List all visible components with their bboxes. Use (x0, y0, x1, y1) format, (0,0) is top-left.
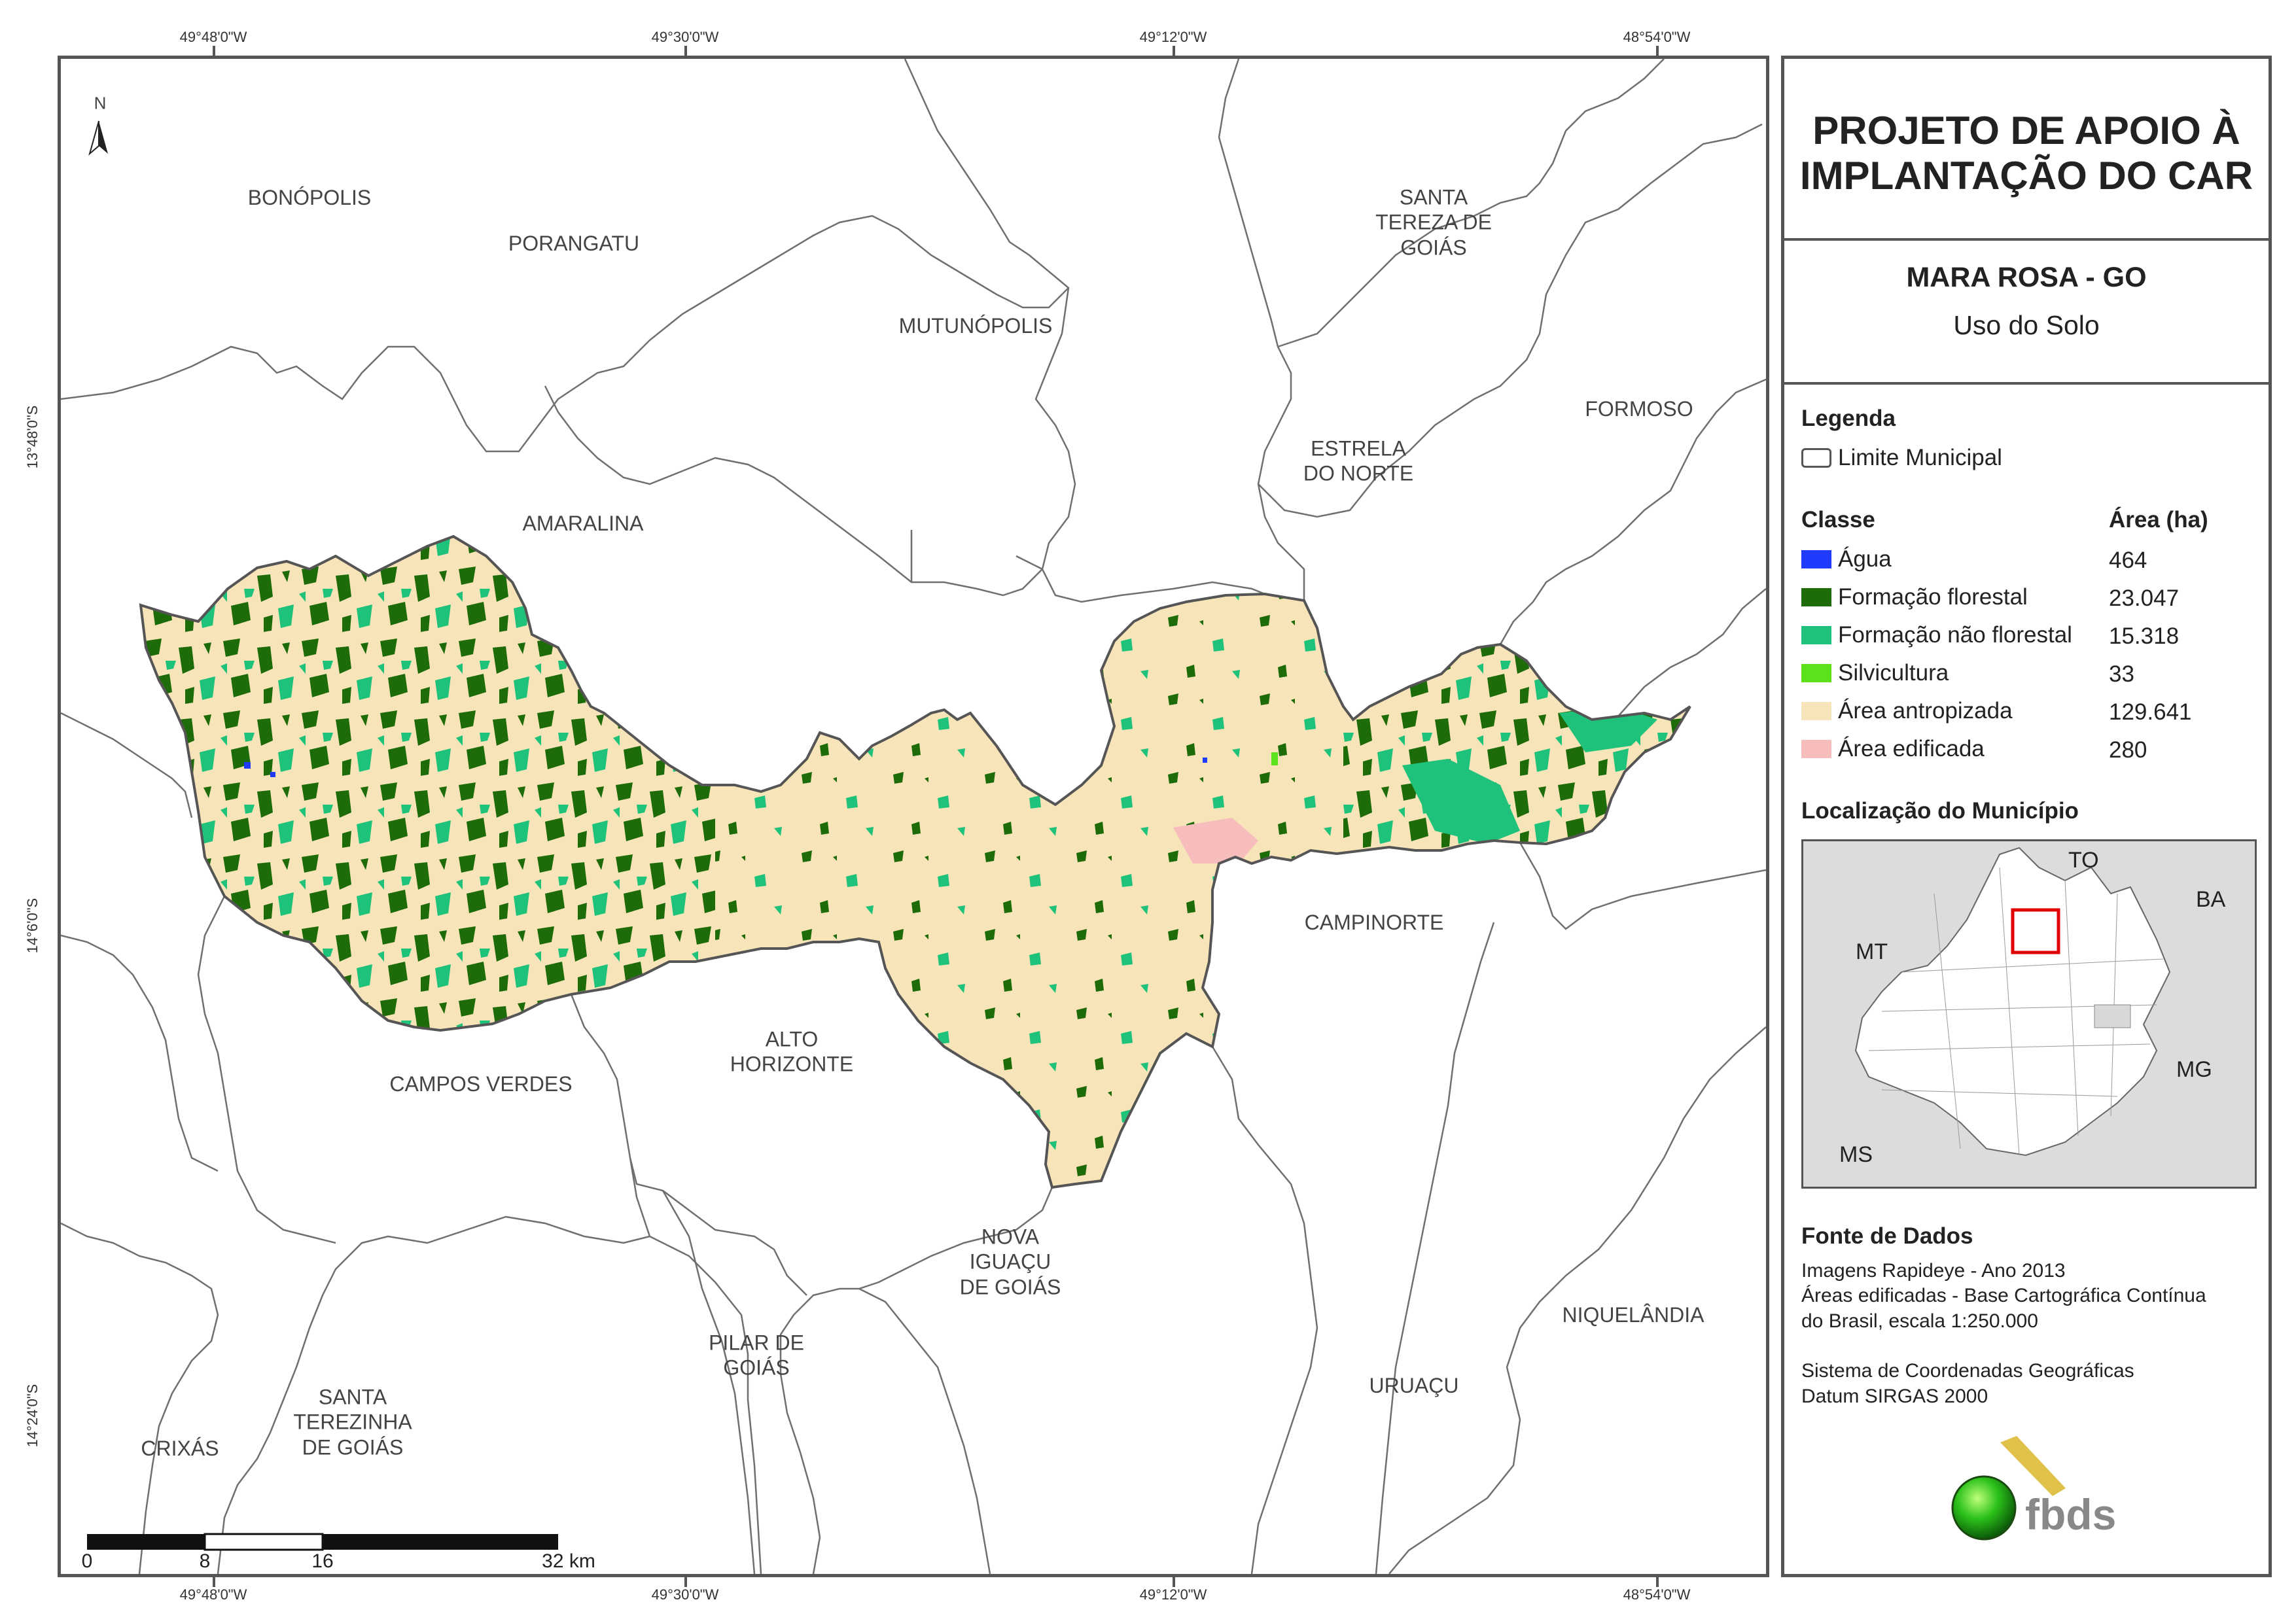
label-nova-iguacu: NOVA IGUAÇU DE GOIÁS (959, 1225, 1061, 1299)
boundary-swatch (1801, 448, 1831, 468)
label-niquelandia: NIQUELÂNDIA (1562, 1302, 1704, 1327)
map-subtitle: Uso do Solo (1953, 310, 2100, 340)
tick (1656, 46, 1659, 56)
label-porangatu: PORANGATU (508, 231, 640, 255)
class-swatch (1801, 740, 1831, 758)
label-estrela-do-norte: ESTRELA DO NORTE (1303, 436, 1414, 485)
logo-text: fbds (2025, 1490, 2117, 1539)
title-section: PROJETO DE APOIO À IMPLANTAÇÃO DO CAR (1784, 59, 2269, 241)
scale-label-8: 8 (199, 1550, 211, 1572)
inset-label-ba: BA (2196, 887, 2226, 912)
coord-top-4: 48°54'0"W (1623, 29, 1691, 45)
coord-top-1: 49°48'0"W (179, 29, 247, 45)
class-swatch (1801, 626, 1831, 644)
coord-left-2: 14°6'0"S (24, 898, 41, 954)
label-alto-horizonte: ALTO HORIZONTE (730, 1027, 854, 1076)
class-swatch (1801, 588, 1831, 606)
class-name: Silvicultura (1838, 660, 1949, 686)
scale-label-32: 32 km (542, 1550, 595, 1572)
project-title: PROJETO DE APOIO À IMPLANTAÇÃO DO CAR (1799, 109, 2253, 198)
class-area: 33 (2109, 661, 2134, 687)
legend-class-row: Silvicultura (1801, 660, 1949, 686)
scale-label-16: 16 (311, 1550, 334, 1572)
label-campinorte: CAMPINORTE (1304, 910, 1444, 934)
info-panel: PROJETO DE APOIO À IMPLANTAÇÃO DO CAR MA… (1781, 56, 2272, 1577)
coord-top-2: 49°30'0"W (651, 29, 719, 45)
coord-top-3: 49°12'0"W (1139, 29, 1207, 45)
coord-bottom-3: 49°12'0"W (1139, 1586, 1207, 1603)
class-name: Água (1838, 546, 1892, 572)
coord-bottom-1: 49°48'0"W (179, 1586, 247, 1603)
legend-heading: Legenda (1801, 406, 1896, 431)
tick (213, 46, 215, 56)
tick (1173, 46, 1175, 56)
label-formoso: FORMOSO (1585, 396, 1693, 421)
class-area: 23.047 (2109, 585, 2180, 611)
map-canvas (61, 59, 1766, 1574)
coord-left-1: 13°48'0"S (24, 405, 41, 469)
municipality-section: MARA ROSA - GO Uso do Solo (1784, 238, 2269, 385)
tick (684, 46, 687, 56)
area-heading: Área (ha) (2109, 507, 2208, 532)
tick (213, 1577, 215, 1587)
class-area: 464 (2109, 548, 2147, 573)
class-swatch (1801, 664, 1831, 682)
class-heading: Classe (1801, 507, 1875, 532)
scale-bar (87, 1533, 558, 1551)
label-campos-verdes: CAMPOS VERDES (389, 1072, 573, 1096)
label-santa-tereza: SANTA TEREZA DE GOIÁS (1375, 185, 1492, 260)
class-name: Área antropizada (1838, 698, 2013, 724)
map-frame: N BONÓPOLIS PORANGATU MUTUNÓPOLIS SANTA … (58, 56, 1769, 1577)
tick (1656, 1577, 1659, 1587)
label-uruacu: URUAÇU (1369, 1373, 1459, 1397)
legend-class-row: Formação florestal (1801, 584, 2028, 610)
class-name: Formação não florestal (1838, 622, 2072, 648)
legend-class-row: Área edificada (1801, 736, 1985, 762)
class-name: Área edificada (1838, 736, 1985, 761)
location-inset-map: TO BA MT MG MS (1801, 839, 2257, 1189)
label-crixas: CRIXÁS (141, 1436, 219, 1460)
class-swatch (1801, 550, 1831, 568)
location-heading: Localização do Município (1801, 798, 2079, 824)
label-mutunopolis: MUTUNÓPOLIS (898, 313, 1053, 338)
coord-bottom-4: 48°54'0"W (1623, 1586, 1691, 1603)
inset-label-ms: MS (1839, 1142, 1873, 1167)
inset-label-mg: MG (2176, 1057, 2212, 1082)
legend-class-row: Água (1801, 546, 1892, 572)
scale-label-0: 0 (81, 1550, 93, 1572)
mara-rosa-landuse (141, 536, 1690, 1187)
label-pilar-de-goias: PILAR DE GOIÁS (709, 1331, 804, 1380)
municipality-title: MARA ROSA - GO (1906, 262, 2147, 293)
label-amaralina: AMARALINA (522, 511, 644, 535)
north-arrow-icon (88, 120, 108, 156)
legend-class-row: Formação não florestal (1801, 622, 2072, 648)
inset-label-mt: MT (1856, 939, 1888, 964)
source-heading: Fonte de Dados (1801, 1223, 1973, 1249)
label-bonopolis: BONÓPOLIS (247, 185, 372, 209)
tick (684, 1577, 687, 1587)
coord-left-3: 14°24'0"S (24, 1384, 41, 1448)
class-area: 280 (2109, 737, 2147, 763)
municipality-highlight (2011, 908, 2060, 954)
goias-shape (1854, 846, 2171, 1157)
source-text: Imagens Rapideye - Ano 2013 Áreas edific… (1801, 1260, 2206, 1407)
legend-boundary: Limite Municipal (1801, 445, 2002, 471)
class-swatch (1801, 702, 1831, 720)
fbds-logo: fbds (1948, 1436, 2144, 1541)
tick (1173, 1577, 1175, 1587)
coord-bottom-2: 49°30'0"W (651, 1586, 719, 1603)
north-label: N (94, 93, 107, 113)
inset-label-to: TO (2068, 848, 2099, 873)
class-area: 15.318 (2109, 623, 2180, 649)
municipal-boundaries (61, 59, 1766, 1574)
legend-class-row: Área antropizada (1801, 698, 2013, 724)
label-santa-terezinha: SANTA TEREZINHA DE GOIÁS (293, 1385, 412, 1459)
class-name: Formação florestal (1838, 584, 2028, 610)
class-area: 129.641 (2109, 699, 2192, 725)
boundary-label: Limite Municipal (1838, 445, 2002, 470)
